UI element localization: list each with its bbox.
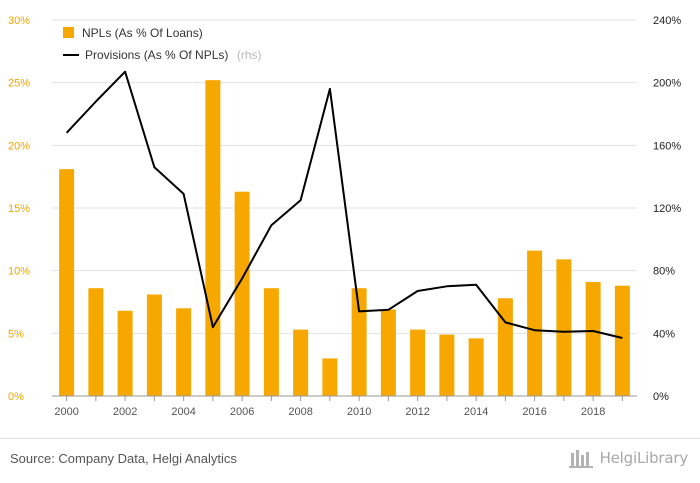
npl-bar [439, 334, 455, 396]
legend: NPLs (As % Of Loans) Provisions (As % Of… [63, 26, 262, 63]
left-axis-tick-label: 15% [8, 203, 30, 215]
x-axis-tick-label: 2014 [464, 406, 488, 418]
x-axis-tick-label: 2004 [171, 406, 195, 418]
right-axis-tick-label: 120% [653, 203, 681, 215]
npl-bar [88, 288, 104, 396]
library-icon [568, 450, 593, 468]
right-axis-tick-label: 80% [653, 266, 675, 278]
npl-bar [263, 288, 279, 396]
left-axis-tick-label: 25% [8, 78, 30, 90]
x-axis-tick-label: 2000 [54, 406, 78, 418]
npl-bar [527, 250, 543, 396]
npl-bar [556, 259, 572, 396]
npl-bar [146, 294, 162, 396]
chart-svg: 0% 5% 10% 15% 20% 25% 30% 0% 40% 80% 120% 160% 200% 2… [8, 15, 681, 418]
right-axis-tick-label: 40% [653, 328, 675, 340]
left-axis-tick-label: 20% [8, 140, 30, 152]
right-axis-tick-label: 240% [653, 15, 681, 27]
right-axis-tick-label: 160% [653, 140, 681, 152]
footer: Source: Company Data, Helgi Analytics He… [0, 438, 700, 483]
x-axis-tick-label: 2002 [113, 406, 137, 418]
left-axis-tick-label: 30% [8, 15, 30, 27]
legend-label-line-note: (rhs) [237, 48, 262, 62]
npl-bar [380, 309, 396, 396]
legend-label-line: Provisions (As % Of NPLs) [85, 48, 228, 62]
legend-swatch-bars [63, 27, 74, 38]
source-text: Source: Company Data, Helgi Analytics [10, 451, 237, 466]
right-axis-tick-label: 0% [653, 391, 669, 403]
bar-layer [59, 80, 630, 396]
npl-bar [205, 80, 221, 396]
line-layer [65, 70, 623, 339]
x-axis-tick-label: 2010 [347, 406, 371, 418]
provisions-line [65, 70, 623, 339]
npl-bar [59, 169, 75, 396]
x-axis-tick-label: 2018 [581, 406, 605, 418]
legend-label-bars: NPLs (As % Of Loans) [82, 26, 203, 40]
grid-layer [52, 19, 637, 334]
npl-bar [234, 191, 250, 396]
legend-label-line-group: Provisions (As % Of NPLs) (rhs) [85, 46, 262, 63]
npl-bar [410, 329, 426, 396]
npl-bar [117, 310, 133, 396]
brand-logo: HelgiLibrary [568, 447, 689, 469]
npl-bar [614, 285, 630, 396]
right-axis-tick-label: 200% [653, 78, 681, 90]
x-axis-tick-label: 2008 [288, 406, 312, 418]
npl-bar [351, 288, 367, 396]
left-axis-tick-label: 10% [8, 266, 30, 278]
npl-bar [497, 298, 513, 396]
x-axis-tick-label: 2012 [405, 406, 429, 418]
npl-bar [322, 358, 338, 396]
left-axis-tick-label: 5% [8, 328, 24, 340]
npl-bar [293, 329, 309, 396]
left-axis-tick-label: 0% [8, 391, 24, 403]
npl-bar [176, 308, 192, 396]
x-axis-tick-label: 2006 [230, 406, 254, 418]
x-axis-tick-label: 2016 [522, 406, 546, 418]
brand-name: HelgiLibrary [599, 449, 689, 467]
axis-layer: 0% 5% 10% 15% 20% 25% 30% 0% 40% 80% 120% 160% 200% 2… [8, 15, 681, 418]
npl-bar [585, 281, 601, 396]
npl-bar [468, 338, 484, 396]
